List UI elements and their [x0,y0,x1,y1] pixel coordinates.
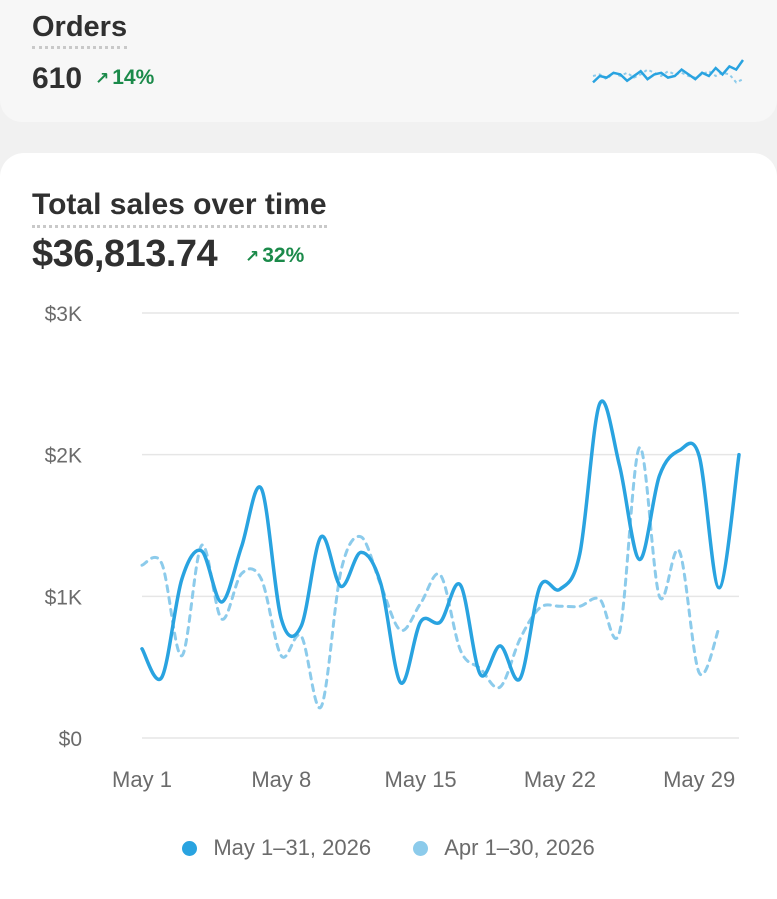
x-tick-label: May 1 [112,767,172,792]
x-tick-label: May 22 [524,767,596,792]
chart-legend: May 1–31, 2026 Apr 1–30, 2026 [0,835,777,865]
y-tick-label: $2K [45,445,82,468]
sales-card: Total sales over time $36,813.74 ↗ 32% $0… [0,153,777,899]
legend-dot-current [182,840,198,856]
y-tick-label: $0 [59,728,82,751]
x-tick-label: May 15 [385,767,457,792]
orders-title[interactable]: Orders [32,10,128,49]
y-tick-label: $3K [45,303,82,326]
arrow-up-right-icon: ↗ [95,69,110,88]
orders-value: 610 [32,62,83,95]
legend-label-previous: Apr 1–30, 2026 [444,835,595,860]
sales-line-chart[interactable]: $0 $1K $2K $3K May 1 May 8 May 15 May 22 May 29 [0,153,777,899]
x-tick-label: May 8 [251,767,311,792]
x-axis-ticks: May 1 May 8 May 15 May 22 May 29 [112,767,735,792]
sales-change-value: 32% [262,244,305,267]
sales-total-value: $36,813.74 [32,233,218,275]
orders-sparkline [592,59,744,84]
sales-title[interactable]: Total sales over time [32,187,327,228]
orders-card[interactable]: Orders 610 ↗ 14% [0,0,777,122]
arrow-up-right-icon: ↗ [245,247,260,266]
orders-change-badge: ↗ 14% [95,66,154,90]
legend-label-current: May 1–31, 2026 [213,835,372,860]
y-axis-ticks: $0 $1K $2K $3K [45,303,82,751]
x-tick-label: May 29 [663,767,735,792]
legend-dot-previous [413,840,429,856]
sparkline-current-line [592,59,744,84]
y-tick-label: $1K [45,586,82,609]
sales-change-badge: ↗ 32% [245,244,304,268]
legend-item-previous[interactable]: Apr 1–30, 2026 [413,835,595,861]
series-current-line [140,399,741,685]
orders-change-value: 14% [112,66,155,89]
legend-item-current[interactable]: May 1–31, 2026 [182,835,371,861]
series-previous-line [140,446,721,710]
chart-gridlines [142,312,739,739]
